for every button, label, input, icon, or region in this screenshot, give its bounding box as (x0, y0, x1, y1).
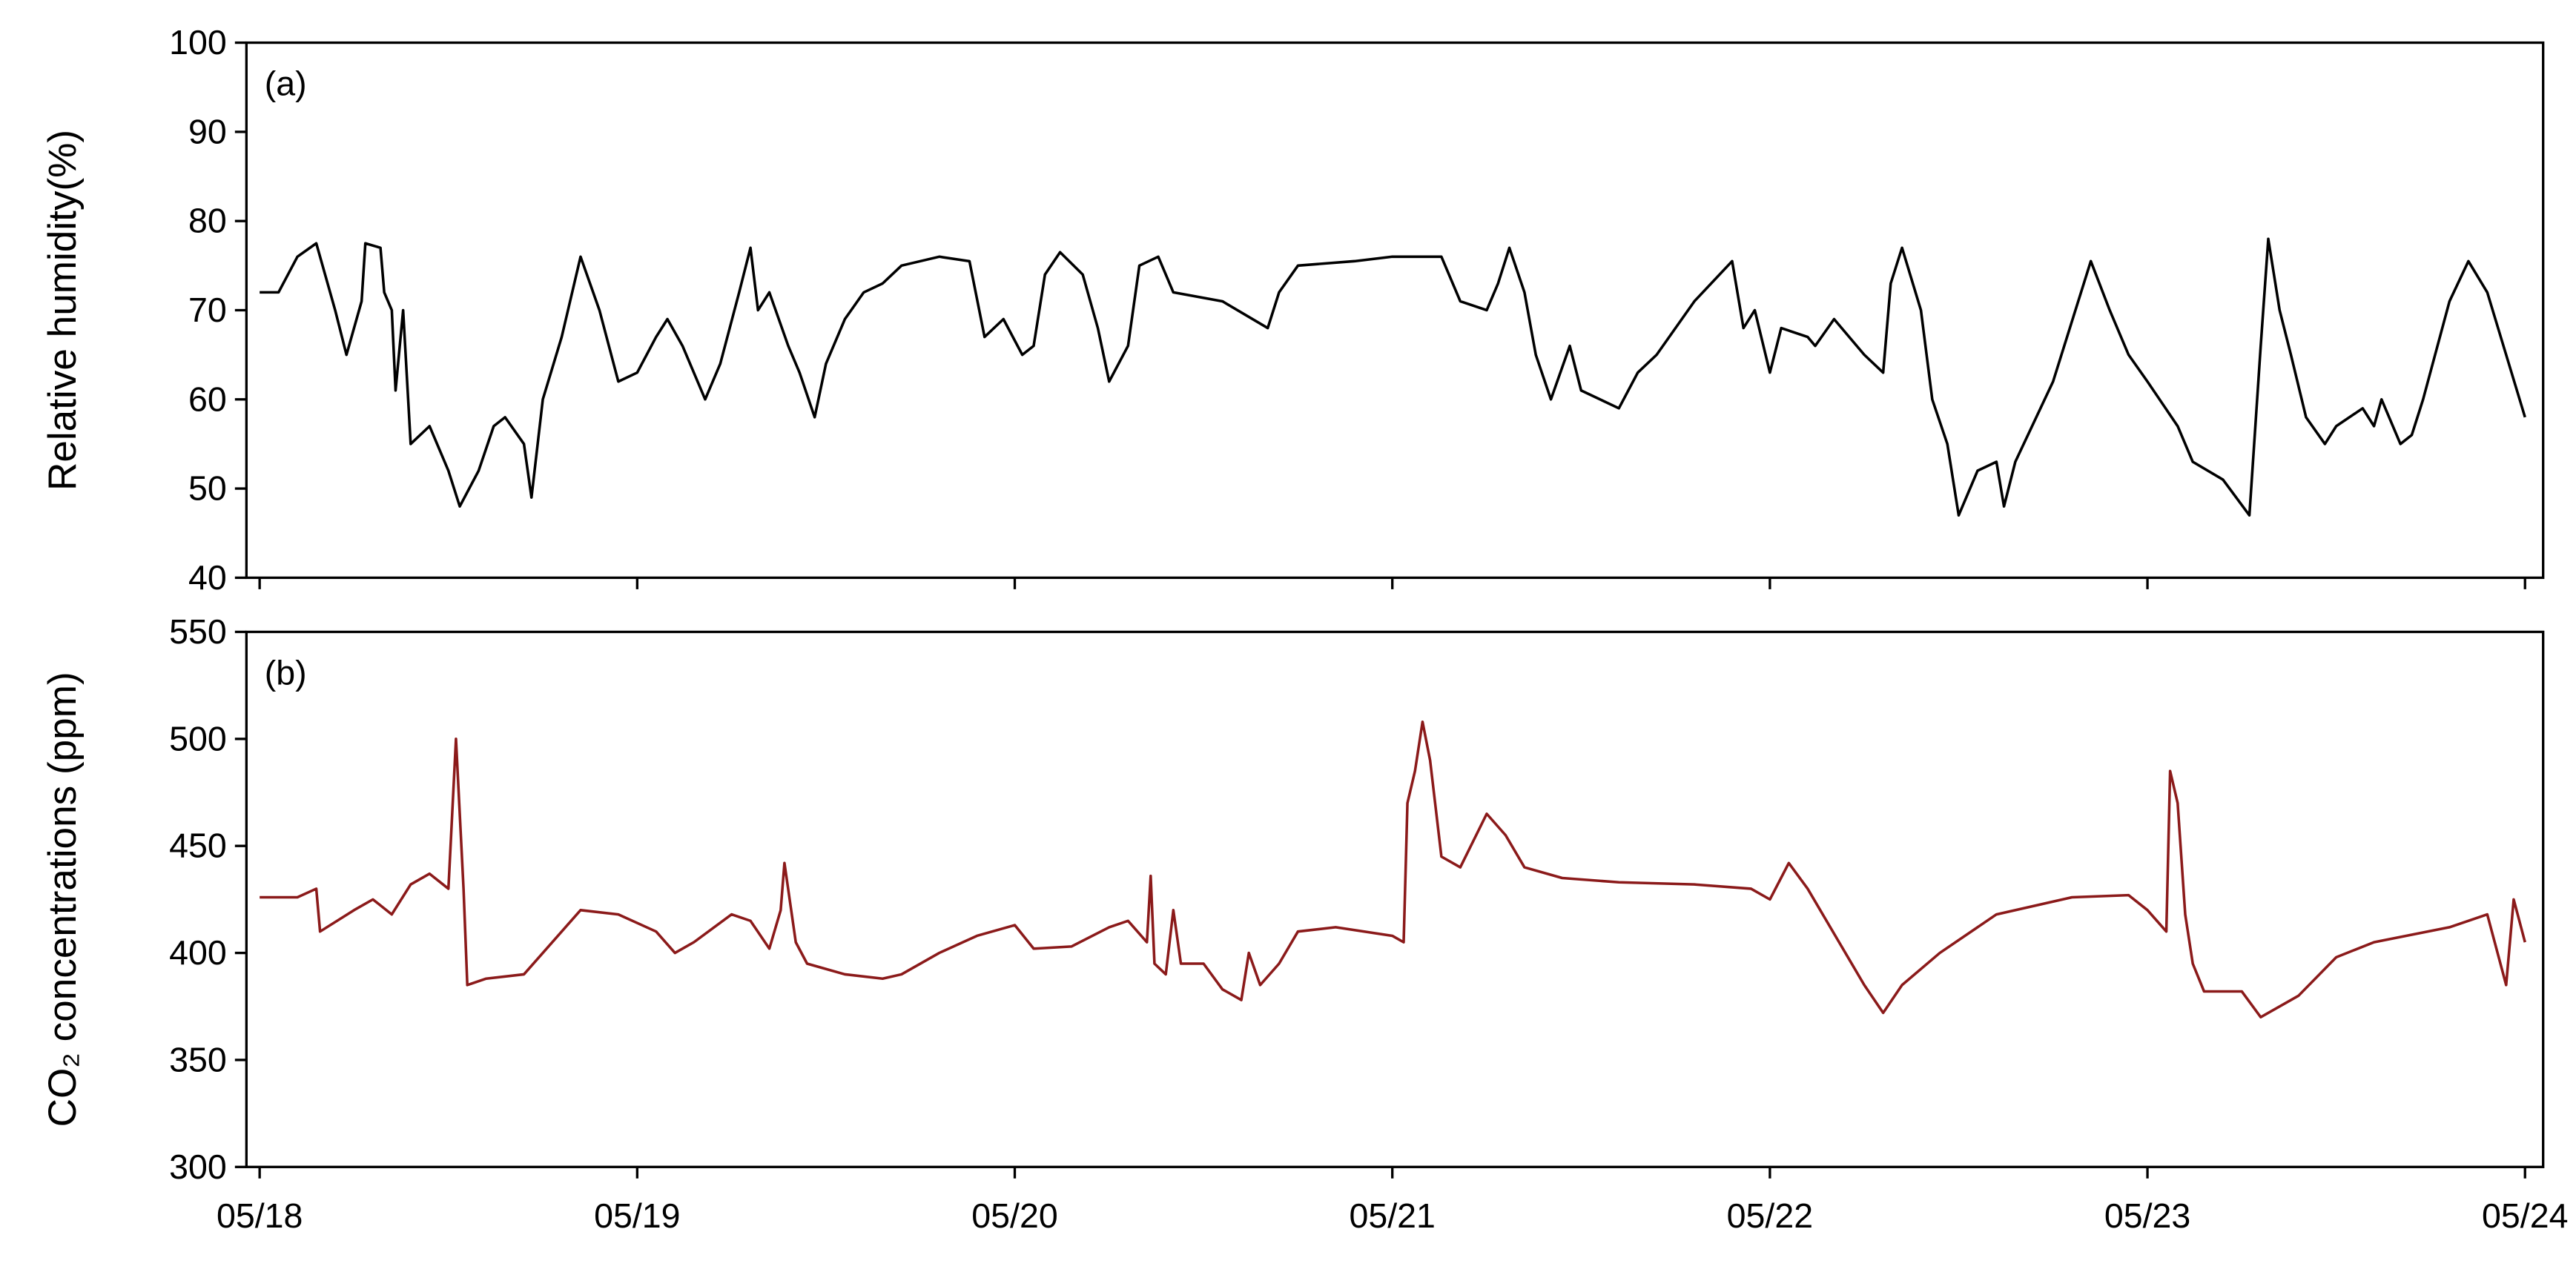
panel-label: (b) (265, 653, 307, 692)
x-tick-label: 05/21 (1349, 1196, 1435, 1235)
panel-label: (a) (265, 64, 307, 102)
y-tick-label: 40 (188, 558, 227, 597)
y-tick-label: 90 (188, 112, 227, 150)
y-tick-label: 350 (169, 1040, 227, 1079)
data-line (260, 720, 2526, 1018)
y-tick-label: 550 (169, 612, 227, 651)
x-tick-label: 05/19 (594, 1196, 680, 1235)
plot-frame (245, 41, 2545, 580)
x-tick-label: 05/24 (2482, 1196, 2568, 1235)
plot-frame (245, 630, 2545, 1168)
y-tick-label: 300 (169, 1147, 227, 1186)
y-tick-label: 100 (169, 23, 227, 62)
x-tick-label: 05/20 (971, 1196, 1057, 1235)
y-axis-label: Relative humidity(%) (41, 130, 85, 491)
y-tick-label: 50 (188, 469, 227, 508)
y-axis-label: CO₂ concentrations (ppm) (41, 672, 85, 1127)
y-tick-label: 80 (188, 202, 227, 240)
y-tick-label: 400 (169, 933, 227, 972)
x-tick-label: 05/22 (1727, 1196, 1813, 1235)
data-line (260, 237, 2526, 517)
y-tick-label: 450 (169, 827, 227, 865)
x-tick-label: 05/23 (2104, 1196, 2190, 1235)
x-tick-label: 05/18 (217, 1196, 303, 1235)
y-tick-label: 70 (188, 291, 227, 329)
y-tick-label: 60 (188, 380, 227, 418)
y-tick-label: 500 (169, 719, 227, 758)
